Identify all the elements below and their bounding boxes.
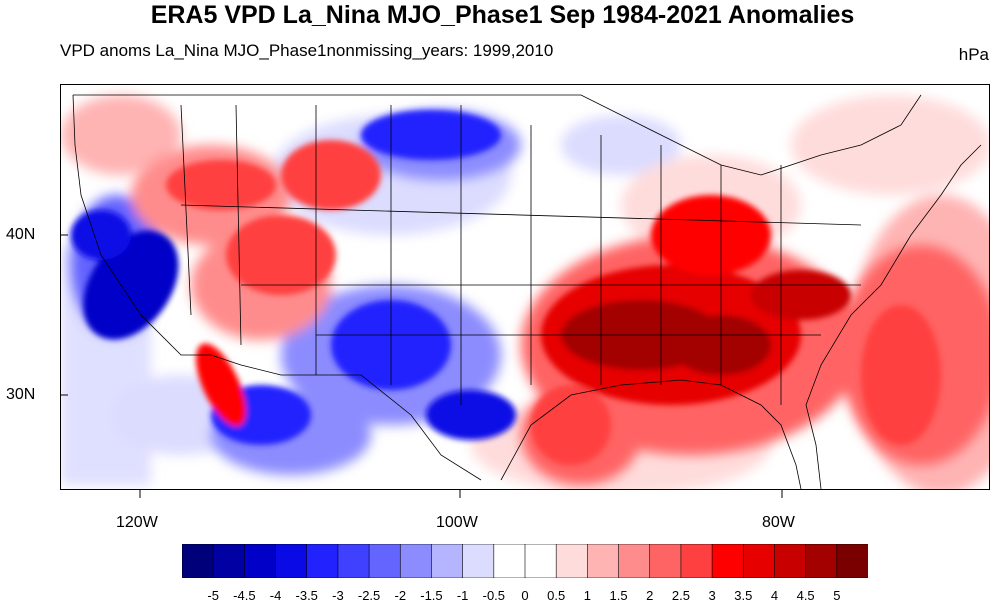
colorbar-swatch [212,544,246,578]
wyoming-strong-red [281,140,381,210]
colorbar-swatch [462,544,495,578]
idaho-strong-red [166,160,276,210]
colorbar-swatch [805,544,838,578]
colorbar-swatch [649,544,682,578]
colorbar-label: 0.5 [547,588,566,603]
colorbar-label: -2.5 [357,588,381,603]
colorbar-swatch [587,544,620,578]
colorbar-label: -4.5 [233,588,256,603]
y-tick-40n: 40N [6,226,36,243]
virginia-strong-red [751,270,851,320]
state-line-1 [180,104,192,316]
colorbar-swatch [836,544,868,578]
colorbar-swatch [711,544,745,578]
colorbar-swatch [680,544,713,578]
colorbar-label: -5 [207,588,219,603]
state-line-2 [235,104,242,346]
northwest-light-red [61,95,181,175]
baja-strong-red [195,343,247,427]
utah-strong-red [226,215,336,295]
colorbar-swatch [555,544,589,578]
x-tick-100w: 100W [436,514,478,531]
x-tick-80w: 80W [762,514,795,531]
colorbar-label: 4 [770,588,779,603]
subtitle-left: VPD anoms La_Nina MJO_Phase1nonmissing_y… [60,41,554,60]
units-label: hPa [958,45,989,64]
x-tick-120w: 120W [116,514,158,531]
colorbar-label: 0 [521,588,529,603]
colorbar-label: 4.5 [796,588,815,603]
colorbar-label: -3.5 [295,588,318,603]
colorbar-label: 3 [708,588,716,603]
ohio-strong-red [651,195,771,275]
colorbar-label: 1.5 [609,588,628,603]
anomaly-map [61,94,989,489]
colorbar-label: 3.5 [734,588,753,603]
texas-strong-blue [426,390,516,440]
colorbar-swatches [182,544,868,578]
montana-strong-blue [361,110,501,160]
colorbar-label: -2 [394,588,407,603]
state-line-11 [180,204,862,226]
colorbar [182,544,868,578]
colorbar-label: 1 [583,588,591,603]
colorbar-swatch [524,544,557,578]
colorbar-swatch [182,544,214,578]
colorbar-label: 2.5 [671,588,690,603]
map-outlines [72,94,982,489]
colorbar-swatch [368,544,402,578]
colorbar-label: -1.5 [420,588,443,603]
colorbar-swatch [337,544,370,578]
northeast-light-red [791,95,989,195]
colorbar-label: -3 [332,588,344,603]
colorbar-label: 2 [646,588,654,603]
norcal-strong-blue [71,210,131,260]
colorbar-swatch [431,544,464,578]
colorbar-swatch [275,544,308,578]
colorbar-swatch [742,544,776,578]
colorbar-swatch [244,544,277,578]
colorbar-swatch [306,544,339,578]
colorbar-label: 5 [833,588,841,603]
atlantic-strong-red [861,305,941,445]
colorbar-swatch [493,544,526,578]
colorbar-swatch [618,544,651,578]
colorbar-label: -4 [269,588,282,603]
colorbar-label: -0.5 [482,588,506,603]
axis-ticks [60,234,783,498]
colorbar-swatch [774,544,807,578]
chart-title: ERA5 VPD La_Nina MJO_Phase1 Sep 1984-202… [150,1,855,29]
y-tick-30n: 30N [6,386,36,403]
gulf-strong-red [531,385,611,465]
colorbar-swatch [399,544,433,578]
map-panel [60,84,990,490]
colorbar-label: -1 [456,588,469,603]
